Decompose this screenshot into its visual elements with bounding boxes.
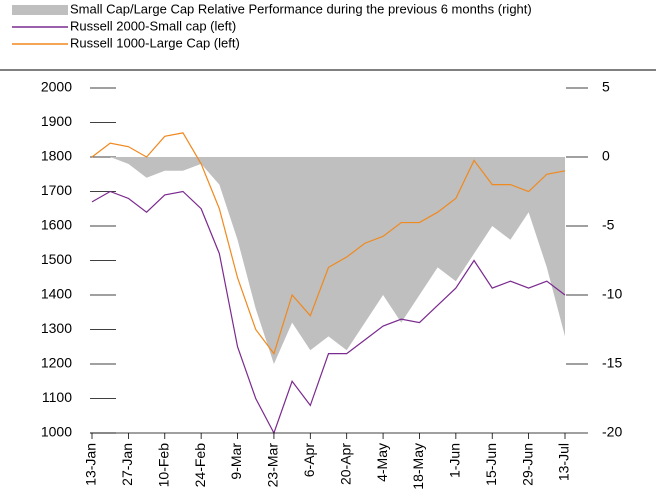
y-tick-label: 1100 (42, 389, 72, 405)
y2-tick-label: -20 (602, 424, 622, 440)
x-tick-label: 4-May (374, 443, 390, 482)
legend-label: Small Cap/Large Cap Relative Performance… (70, 1, 532, 16)
y-tick-label: 1700 (41, 182, 72, 198)
y2-tick-label: -5 (602, 217, 615, 233)
series-line (91, 190, 566, 435)
y-tick-label: 1500 (41, 251, 72, 267)
x-tick-label: 24-Feb (192, 443, 208, 488)
y2-tick-label: 5 (602, 79, 610, 95)
legend-swatch (12, 5, 68, 15)
x-tick-label: 10-Feb (155, 443, 171, 488)
y2-tick-label: -10 (602, 286, 622, 302)
legend-label: Russell 1000-Large Cap (left) (70, 35, 240, 50)
x-tick-label: 1-Jun (447, 443, 463, 478)
y-tick-label: 1800 (41, 148, 72, 164)
series-line (91, 132, 566, 355)
x-tick-label: 13-Jul (556, 443, 572, 481)
y-tick-label: 1200 (41, 355, 72, 371)
y-tick-label: 1600 (41, 217, 72, 233)
x-tick-label: 18-May (410, 443, 426, 490)
y2-tick-label: -15 (602, 355, 622, 371)
legend-label: Russell 2000-Small cap (left) (70, 18, 236, 33)
x-tick-label: 23-Mar (265, 443, 281, 488)
y-tick-label: 1000 (41, 424, 72, 440)
y-tick-label: 1300 (41, 320, 72, 336)
x-tick-label: 29-Jun (519, 443, 535, 486)
x-tick-label: 20-Apr (337, 443, 353, 485)
y-tick-label: 1400 (41, 286, 72, 302)
y-tick-label: 2000 (41, 79, 72, 95)
relative-area (92, 157, 565, 364)
y-tick-label: 1900 (41, 113, 72, 129)
x-tick-label: 27-Jan (119, 443, 135, 486)
x-tick-label: 13-Jan (83, 443, 99, 486)
x-tick-label: 15-Jun (483, 443, 499, 486)
x-tick-label: 6-Apr (301, 443, 317, 478)
x-tick-label: 9-Mar (228, 443, 244, 480)
y2-tick-label: 0 (602, 148, 610, 164)
